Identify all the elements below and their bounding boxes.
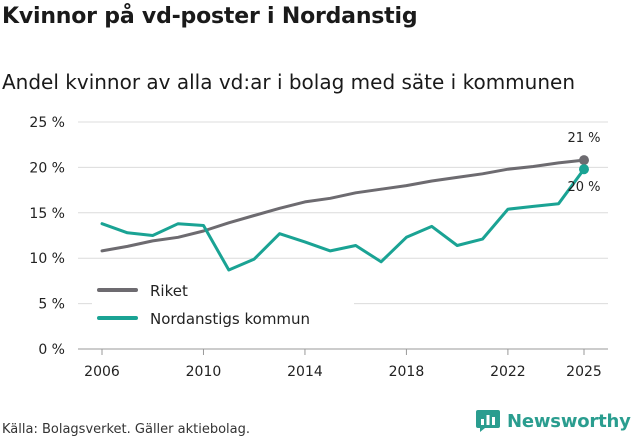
x-tick-label: 2022	[490, 364, 526, 380]
y-tick-label: 5 %	[38, 297, 65, 313]
gridlines	[78, 121, 608, 350]
chart-subtitle: Andel kvinnor av alla vd:ar i bolag med …	[2, 70, 575, 94]
end-label-nordanstig: 20 %	[567, 180, 600, 195]
y-tick-label: 20 %	[29, 160, 65, 176]
line-chart: 0 %5 %10 %15 %20 %25 % 2006 2010 2014 2018 2…	[29, 115, 608, 380]
series-line-riket	[100, 158, 586, 253]
series-line-nordanstig	[100, 167, 586, 272]
source-note: Källa: Bolagsverket. Gäller aktiebolag.	[2, 422, 251, 437]
end-point-riket	[579, 155, 589, 166]
end-label-riket: 21 %	[567, 131, 600, 146]
legend-label-riket: Riket	[150, 282, 188, 300]
legend-background	[92, 277, 354, 337]
y-tick-label: 10 %	[29, 251, 65, 267]
newsworthy-logo: Newsworthy	[475, 409, 631, 433]
y-tick-label: 0 %	[38, 342, 65, 358]
y-tick-label: 15 %	[29, 206, 65, 222]
x-tick-label: 2006	[84, 364, 120, 380]
series-lines	[100, 155, 589, 272]
y-tick-label: 25 %	[29, 115, 65, 131]
x-tick-label: 2018	[389, 364, 425, 380]
x-axis-ticks: 2006 2010 2014 2018 2022 2025	[84, 349, 602, 380]
end-point-nordanstig	[579, 164, 589, 175]
legend: Riket Nordanstigs kommun	[92, 277, 354, 337]
legend-label-nordanstig: Nordanstigs kommun	[150, 310, 310, 328]
x-tick-label: 2025	[566, 364, 602, 380]
brand-name: Newsworthy	[507, 410, 631, 432]
x-tick-label: 2010	[186, 364, 222, 380]
newsworthy-icon	[476, 410, 500, 432]
x-tick-label: 2014	[287, 364, 323, 380]
chart-title: Kvinnor på vd-poster i Nordanstig	[2, 4, 418, 29]
y-axis-ticks: 0 % 5 % 10 % 15 % 20 % 25 %	[29, 115, 65, 358]
